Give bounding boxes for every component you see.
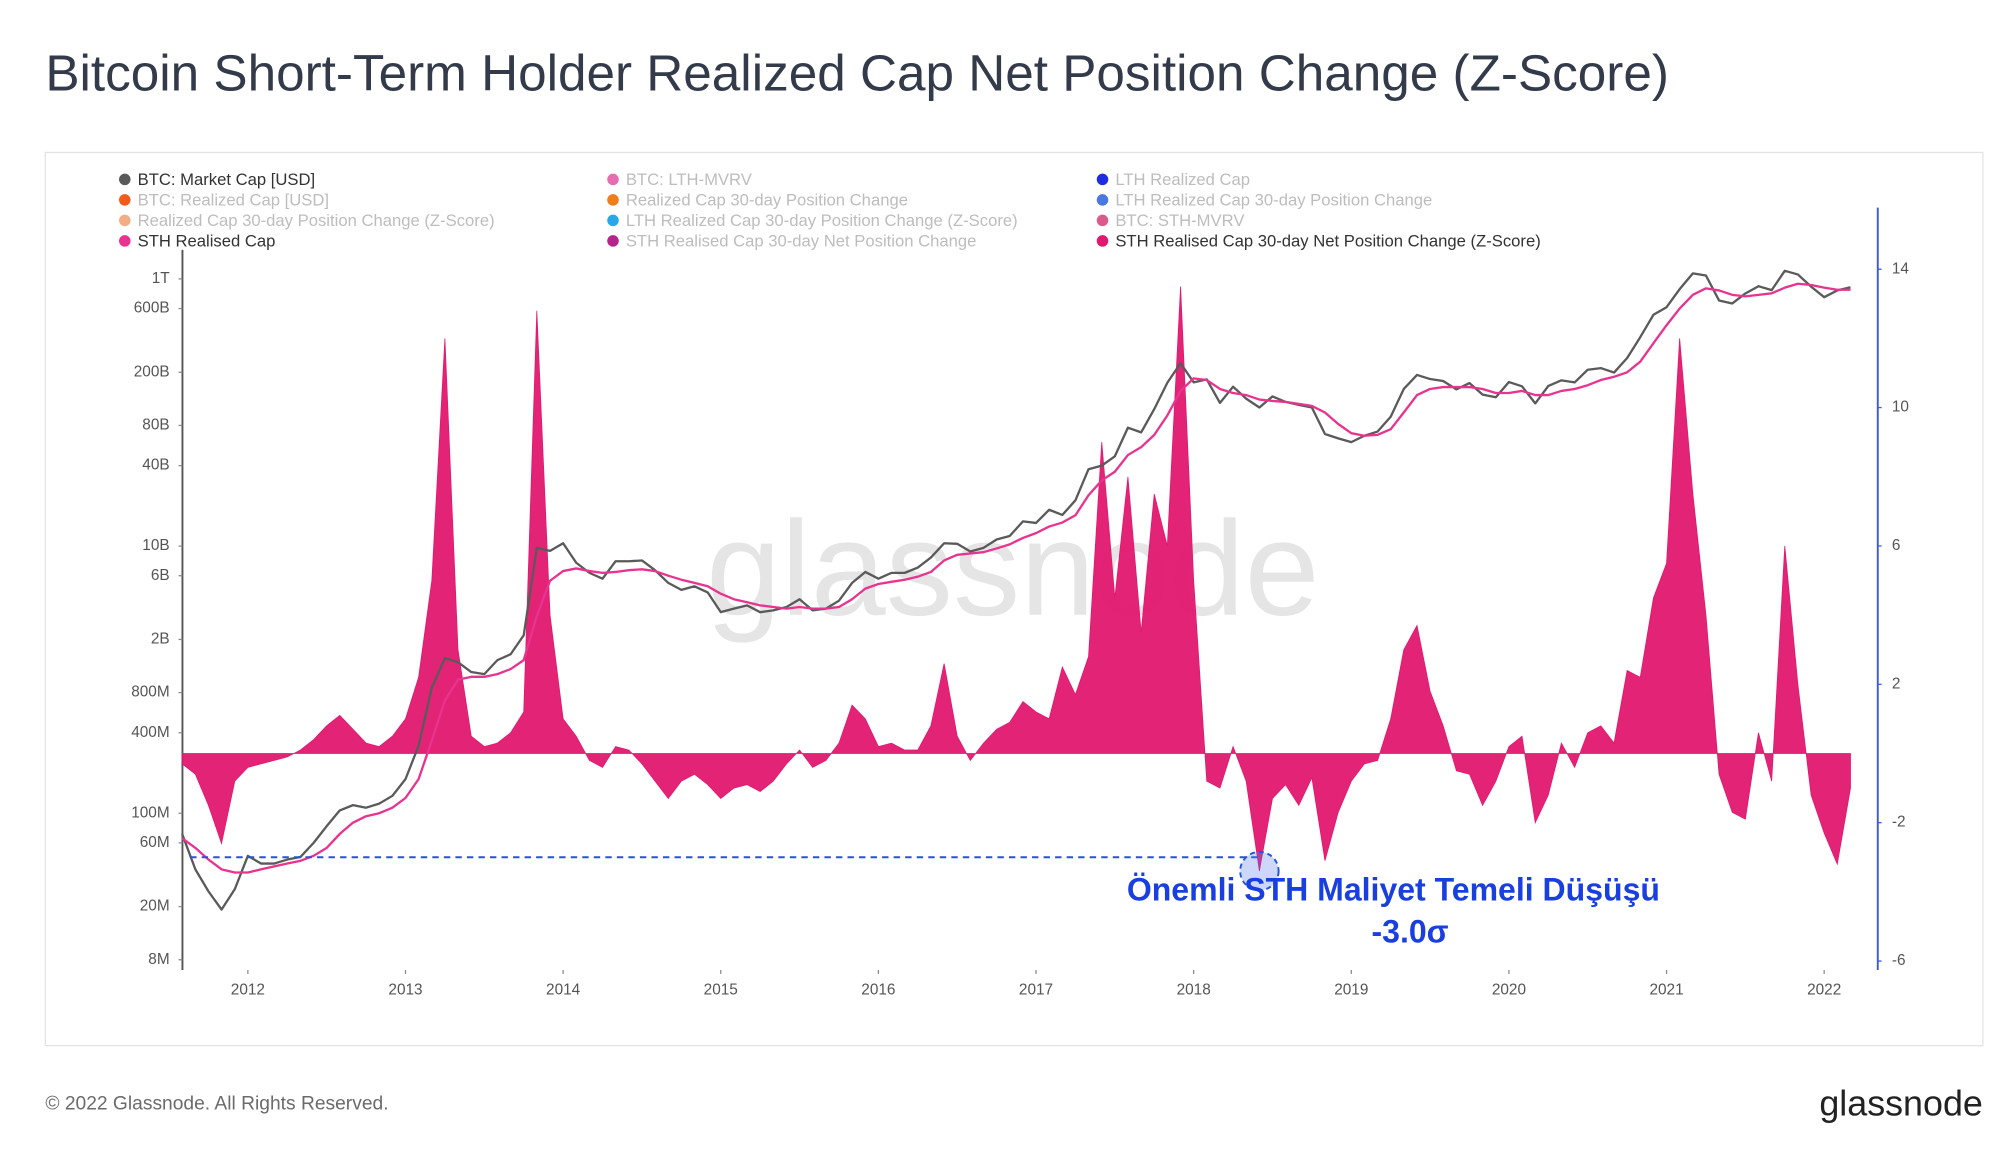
y-tick-label: 600B [134,300,170,317]
annotation-value: -3.0σ [1372,914,1449,950]
y-tick-label: 2B [151,630,170,647]
series-line [181,282,1851,874]
annotation-text: Önemli STH Maliyet Temeli Düşüşü [1127,871,1660,907]
legend-marker [607,194,619,206]
logo: glassnode [1819,1083,1983,1123]
x-tick-label: 2021 [1649,982,1683,999]
legend-label: Realized Cap 30-day Position Change (Z-S… [138,211,495,230]
y-tick-label: 80B [142,416,169,433]
chart-frame [44,151,1984,1047]
legend-marker [607,235,619,247]
copyright: © 2022 Glassnode. All Rights Reserved. [45,1094,388,1115]
legend-label: LTH Realized Cap [1115,170,1250,189]
legend-marker [119,194,131,206]
y2-tick-label: 10 [1892,399,1909,416]
y2-tick-label: -2 [1892,814,1906,831]
legend-marker [119,173,131,186]
legend-label: BTC: Realized Cap [USD] [138,191,329,210]
legend-marker [119,214,131,227]
x-tick-label: 2016 [861,982,895,999]
x-tick-label: 2014 [546,982,581,999]
legend-marker [607,214,619,227]
legend-marker [1096,214,1109,227]
legend-label: STH Realised Cap [138,232,276,251]
legend-marker [607,173,619,186]
legend-label: STH Realised Cap 30-day Net Position Cha… [626,232,977,251]
x-tick-label: 2015 [704,982,738,999]
legend-marker [1096,235,1109,247]
y2-tick-label: 2 [1892,675,1901,692]
chart-title: Bitcoin Short-Term Holder Realized Cap N… [45,44,1669,101]
y2-tick-label: 14 [1892,260,1910,277]
legend-label: BTC: LTH-MVRV [626,170,753,189]
watermark: glassnode [706,493,1319,644]
legend-marker [119,235,131,247]
legend-marker [1096,173,1109,186]
y-tick-label: 200B [134,363,170,380]
y-tick-label: 800M [131,684,169,701]
series-line [181,269,1851,911]
legend-label: LTH Realized Cap 30-day Position Change [1115,191,1432,210]
y-tick-label: 40B [142,457,169,474]
y-tick-label: 400M [131,724,169,741]
y-tick-label: 1T [152,270,171,287]
zscore-area [181,286,1851,872]
legend-label: BTC: STH-MVRV [1115,211,1245,230]
x-tick-label: 2020 [1492,982,1526,999]
legend-label: STH Realised Cap 30-day Net Position Cha… [1115,232,1540,251]
x-tick-label: 2018 [1177,982,1211,999]
y-tick-label: 60M [140,834,170,851]
y-tick-label: 20M [140,898,170,915]
y-tick-label: 8M [148,951,169,968]
x-tick-label: 2013 [388,982,422,999]
x-tick-label: 2012 [231,982,265,999]
x-tick-label: 2019 [1334,982,1368,999]
y-tick-label: 10B [142,537,169,554]
legend-marker [1096,194,1109,206]
x-tick-label: 2022 [1807,982,1841,999]
legend-label: Realized Cap 30-day Position Change [626,191,908,210]
highlight-circle [1239,850,1280,892]
legend-label: BTC: Market Cap [USD] [138,170,316,189]
y-tick-label: 100M [131,804,169,821]
x-tick-label: 2017 [1019,982,1053,999]
y2-tick-label: 6 [1892,537,1901,554]
legend-label: LTH Realized Cap 30-day Position Change … [626,211,1018,230]
y-tick-label: 6B [151,567,170,584]
y2-tick-label: -6 [1892,952,1906,969]
